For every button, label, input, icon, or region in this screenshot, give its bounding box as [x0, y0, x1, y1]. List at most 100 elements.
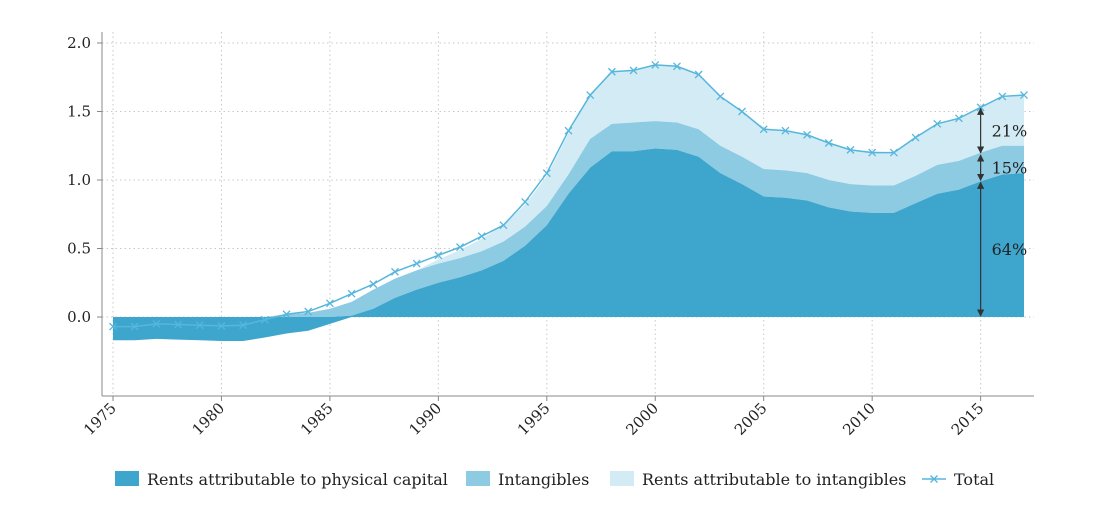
total-point	[781, 126, 790, 135]
total-point	[738, 107, 746, 116]
annotations: 21% 15% 64%	[977, 107, 1028, 317]
total-point	[412, 259, 421, 268]
legend: Rents attributable to physical capital In…	[115, 470, 994, 489]
legend-label: Intangibles	[498, 470, 589, 489]
x-tick-label: 2010	[839, 399, 879, 439]
annotation-label: 64%	[992, 240, 1028, 259]
legend-label: Total	[954, 470, 994, 489]
total-point-stroke	[651, 60, 660, 69]
total-point-stroke	[239, 321, 248, 330]
annotation-label: 21%	[992, 122, 1028, 141]
total-point-stroke	[304, 307, 313, 316]
total-point	[542, 169, 551, 178]
total-point	[564, 126, 573, 135]
total-point	[672, 62, 681, 71]
legend-item: Rents attributable to physical capital	[115, 470, 448, 489]
total-point	[607, 67, 616, 76]
x-tick-label: 1990	[405, 399, 445, 439]
legend-swatch	[466, 471, 490, 486]
total-point-stroke	[781, 126, 790, 135]
total-point-stroke	[694, 70, 703, 79]
total-point-stroke	[1020, 91, 1028, 100]
legend-swatch	[610, 471, 634, 486]
total-point	[629, 66, 638, 75]
total-point	[260, 315, 269, 324]
total-point	[694, 70, 703, 79]
total-point-stroke	[477, 232, 486, 241]
total-point-stroke	[369, 280, 378, 289]
total-point-stroke	[911, 133, 920, 142]
legend-item: Rents attributable to intangibles	[610, 470, 906, 489]
total-point	[130, 322, 139, 331]
total-point-stroke	[456, 243, 465, 252]
total-point-stroke	[412, 259, 421, 268]
total-point	[651, 60, 660, 69]
total-point	[195, 321, 204, 330]
total-point-stroke	[933, 119, 942, 128]
total-point-stroke	[629, 66, 638, 75]
total-point-stroke	[174, 320, 183, 329]
total-point	[868, 148, 877, 157]
x-tick-label: 2000	[622, 399, 662, 439]
annotation-label: 15%	[992, 159, 1028, 178]
x-tick-label: 1995	[514, 399, 554, 439]
total-point	[369, 280, 378, 289]
legend-swatch	[115, 471, 139, 486]
total-point	[586, 91, 595, 100]
total-point-stroke	[716, 92, 725, 101]
total-point-stroke	[130, 322, 139, 331]
total-point-stroke	[564, 126, 573, 135]
total-point	[759, 125, 768, 134]
x-tick-label: 1980	[189, 399, 229, 439]
total-point	[239, 321, 248, 330]
total-point-stroke	[846, 145, 855, 154]
total-point	[456, 243, 465, 252]
area-physical-capital-negative	[113, 317, 1024, 341]
total-series	[109, 60, 1028, 331]
total-point	[954, 114, 963, 123]
y-tick-label: 1.5	[67, 103, 91, 121]
x-tick-label: 2005	[731, 399, 771, 439]
y-tick-label: 1.0	[67, 171, 91, 189]
area-physical-capital	[113, 148, 1024, 317]
total-point-stroke	[325, 299, 334, 308]
total-point	[824, 139, 833, 147]
total-point	[152, 319, 161, 328]
legend-label: Rents attributable to physical capital	[147, 470, 448, 489]
total-point-stroke	[672, 62, 681, 71]
total-point-stroke	[282, 310, 291, 319]
total-point-stroke	[109, 322, 117, 331]
legend-label: Rents attributable to intangibles	[642, 470, 906, 489]
total-point	[174, 320, 183, 329]
total-point-stroke	[998, 92, 1007, 101]
total-point-stroke	[521, 197, 530, 206]
y-tick-label: 0.0	[67, 308, 91, 326]
total-point-stroke	[195, 321, 204, 330]
total-point	[998, 92, 1007, 101]
total-point-stroke	[152, 319, 161, 328]
total-point	[911, 133, 920, 142]
total-point-stroke	[889, 148, 898, 157]
legend-item: Total	[922, 470, 994, 489]
total-point	[304, 307, 313, 316]
total-point	[347, 289, 356, 298]
legend-swatch-mark	[930, 475, 938, 483]
total-point	[521, 197, 530, 206]
total-point-stroke	[586, 91, 595, 100]
total-point-stroke	[391, 267, 399, 276]
y-tick-label: 2.0	[67, 34, 91, 52]
y-tick-label: 0.5	[67, 240, 91, 258]
total-point-stroke	[738, 107, 746, 116]
total-point-stroke	[434, 251, 443, 260]
total-point	[434, 251, 443, 260]
total-point	[217, 321, 226, 330]
total-point	[1020, 91, 1028, 100]
total-point	[846, 145, 855, 154]
total-point-stroke	[759, 125, 768, 134]
x-tick-label: 1985	[297, 399, 337, 439]
total-point	[933, 119, 942, 128]
total-point	[716, 92, 725, 101]
total-point	[282, 310, 291, 319]
total-point	[109, 322, 117, 331]
